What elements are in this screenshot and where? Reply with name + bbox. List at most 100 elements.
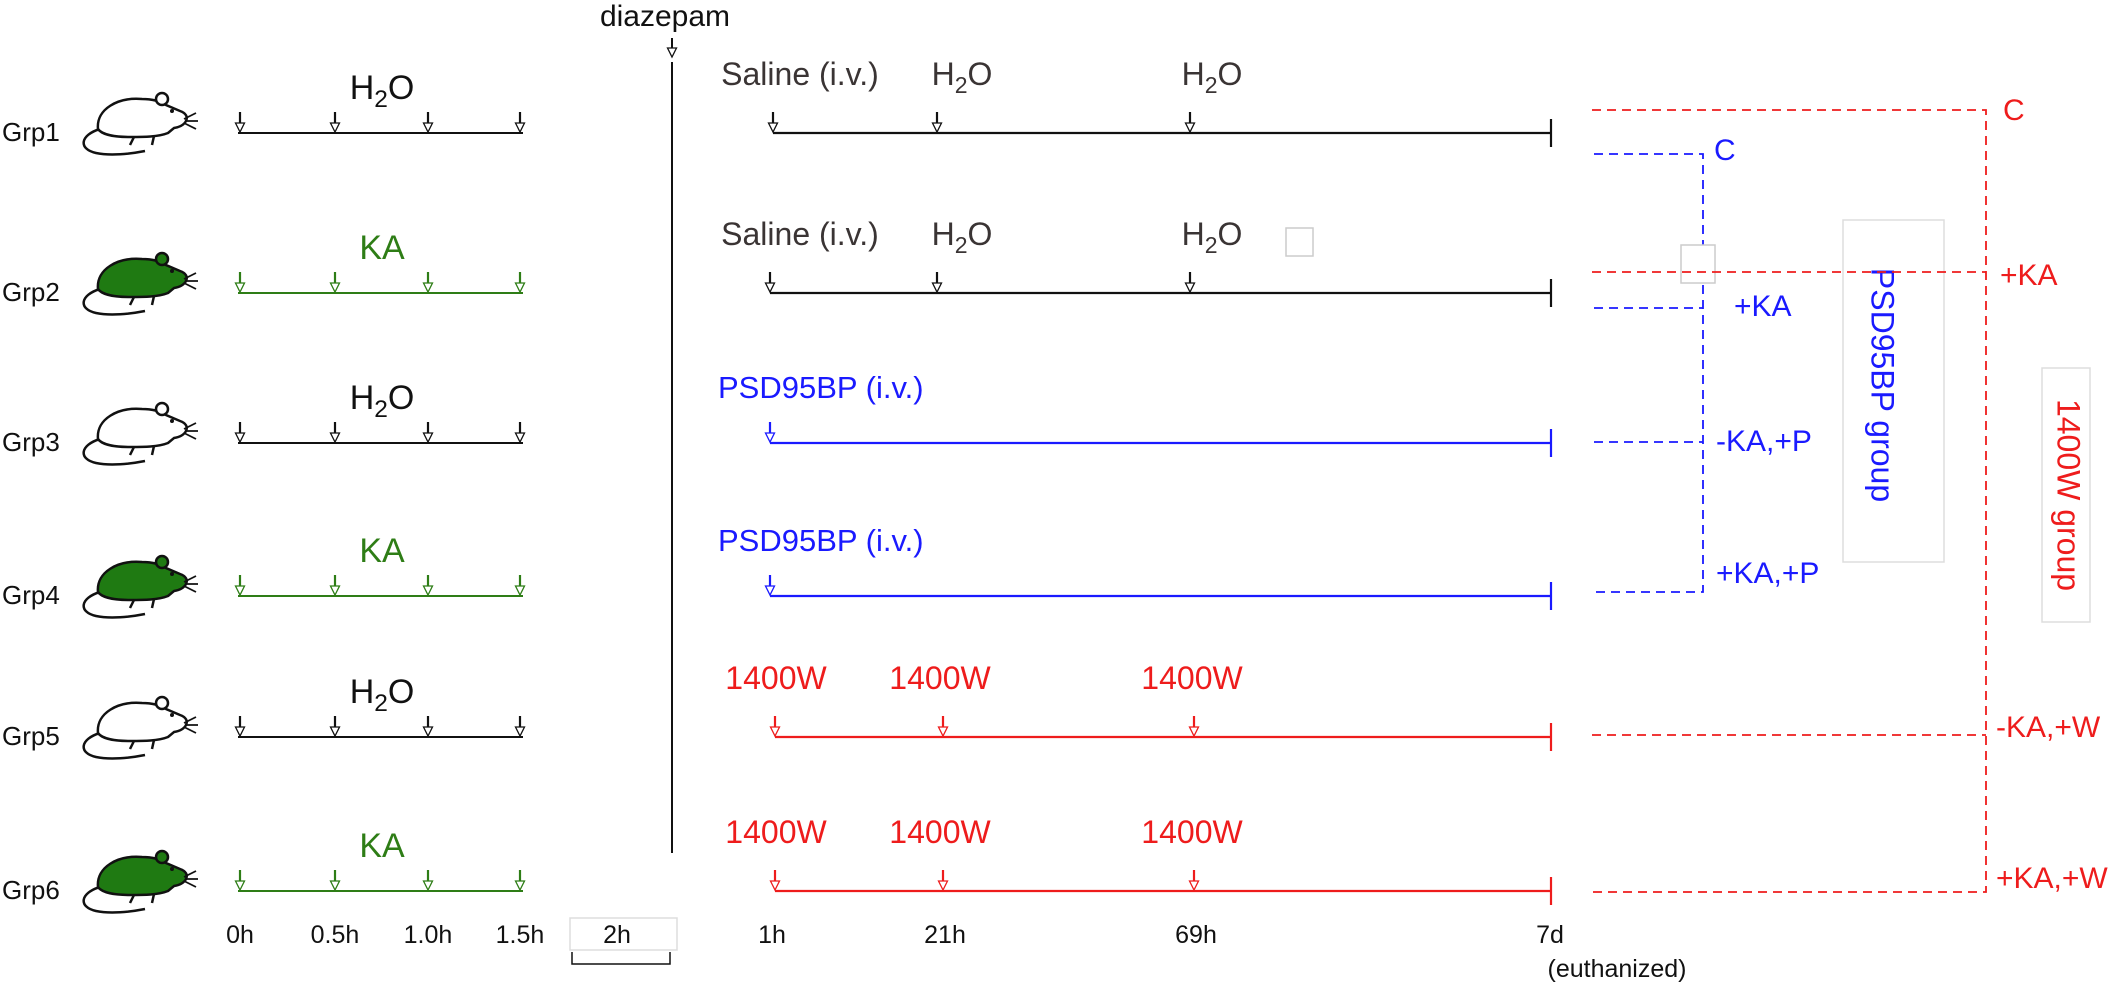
treatment-arrow [769,870,781,892]
pretreatment-arrow [422,422,434,444]
pretreatment-arrow [514,112,526,134]
1400w-bracket-lines [1592,109,1987,893]
1400w-label-c: C [2003,94,2025,127]
group-label: Grp4 [2,580,60,610]
treatment-label: PSD95BP (i.v.) [718,370,924,405]
group-row-3: Grp3 H2O PSD95BP (i.v.) [2,370,1553,466]
group-row-5: Grp5 H2O 1400W 1400W 1400W [2,660,1553,760]
time-label-2h: 2h [603,921,631,949]
treatment-arrow [767,112,779,134]
time-label-69h: 69h [1175,921,1217,949]
pretreatment-label: H2O [350,379,415,423]
mouse-control-icon [82,695,200,760]
time-label-0-5h: 0.5h [311,921,360,949]
pretreatment-arrow [234,575,246,597]
pretreatment-arrow [514,575,526,597]
time-axis: 0h 0.5h 1.0h 1.5h 2h 1h 21h 69h 7d (euth… [226,917,1686,983]
pretreatment-arrow [422,575,434,597]
pretreatment-arrow [329,575,341,597]
time-label-1h: 1h [758,921,786,949]
time-label-1-0h: 1.0h [404,921,453,949]
1400w-group-box [2041,367,2091,623]
time-label-7d: 7d [1536,921,1564,949]
group-row-1: Grp1 H2O Saline (i.v.) H2O H2O [2,56,1553,156]
treatment-label: Saline (i.v.) [721,216,879,252]
group-label: Grp5 [2,721,60,751]
1400w-bracket: C +KA -KA,+W +KA,+W 1400W group [1592,94,2108,895]
pretreatment-arrow [514,422,526,444]
mouse-control-icon [82,401,200,466]
pretreatment-label: KA [359,532,405,570]
pretreatment-arrow [514,272,526,294]
treatment-label: 1400W [889,814,991,850]
treatment-label: 1400W [889,660,991,696]
pretreatment-arrow [234,870,246,892]
pretreatment-label: H2O [350,673,415,717]
pretreatment-arrow [329,272,341,294]
pretreatment-arrow [514,870,526,892]
small-annotation-box [1680,244,1716,284]
treatment-arrow [769,716,781,738]
pretreatment-arrow [329,870,341,892]
group-label: Grp1 [2,117,60,147]
psd95bp-bracket: C +KA -KA,+P +KA,+P PSD95BP group [1594,134,1945,593]
psd95bp-label-c: C [1714,134,1736,167]
treatment-label: 1400W [1141,814,1243,850]
time-box-2h [569,917,678,951]
pretreatment-label: H2O [350,69,415,113]
treatment-arrow [1188,716,1200,738]
treatment-label: H2O [932,216,993,258]
time-bracket-2h [571,952,671,965]
treatment-label: PSD95BP (i.v.) [718,523,924,558]
time-label-0h: 0h [226,921,254,949]
diazepam-arrow [666,38,678,59]
treatment-arrow [937,716,949,738]
time-label-21h: 21h [924,921,966,949]
mouse-ka-icon [82,251,200,316]
treatment-label: H2O [1182,56,1243,98]
pretreatment-label: KA [359,229,405,267]
pretreatment-arrow [422,112,434,134]
treatment-label: 1400W [725,814,827,850]
treatment-arrow [937,870,949,892]
1400w-label-ka: +KA [2000,259,2058,292]
group-row-6: Grp6 KA 1400W 1400W 1400W [2,814,1553,914]
treatment-arrow [764,422,776,444]
group-row-4: Grp4 KA PSD95BP (i.v.) [2,523,1553,619]
treatment-label: 1400W [725,660,827,696]
diazepam-label: diazepam [600,0,730,33]
time-label-1-5h: 1.5h [496,921,545,949]
psd95bp-bracket-lines [1594,153,1704,593]
pretreatment-arrow [234,422,246,444]
treatment-label: H2O [1182,216,1243,258]
mouse-ka-icon [82,849,200,914]
pretreatment-arrow [234,272,246,294]
treatment-label: 1400W [1141,660,1243,696]
treatment-label: H2O [932,56,993,98]
psd95bp-label-minus-ka-p: -KA,+P [1716,425,1812,458]
group-row-2: Grp2 KA Saline (i.v.) H2O H2O [2,216,1553,316]
pretreatment-label: KA [359,827,405,865]
treatment-arrow [931,272,943,294]
pretreatment-arrow [329,422,341,444]
1400w-group-label: 1400W group [2051,399,2087,591]
psd95bp-group-label: PSD95BP group [1865,268,1901,502]
treatment-arrow [764,272,776,294]
psd95bp-label-ka: +KA [1734,290,1792,323]
group-label: Grp3 [2,427,60,457]
treatment-arrow [764,575,776,597]
psd95bp-label-ka-p: +KA,+P [1716,557,1819,590]
pretreatment-arrow [329,716,341,738]
mouse-control-icon [82,91,200,156]
1400w-label-minus-ka-w: -KA,+W [1996,711,2101,744]
pretreatment-arrow [422,870,434,892]
treatment-arrow [931,112,943,134]
treatment-arrow [1184,272,1196,294]
1400w-label-ka-w: +KA,+W [1996,862,2108,895]
group-label: Grp6 [2,875,60,905]
mouse-ka-icon [82,554,200,619]
group-label: Grp2 [2,277,60,307]
pretreatment-arrow [234,112,246,134]
pretreatment-arrow [514,716,526,738]
treatment-label: Saline (i.v.) [721,56,879,92]
